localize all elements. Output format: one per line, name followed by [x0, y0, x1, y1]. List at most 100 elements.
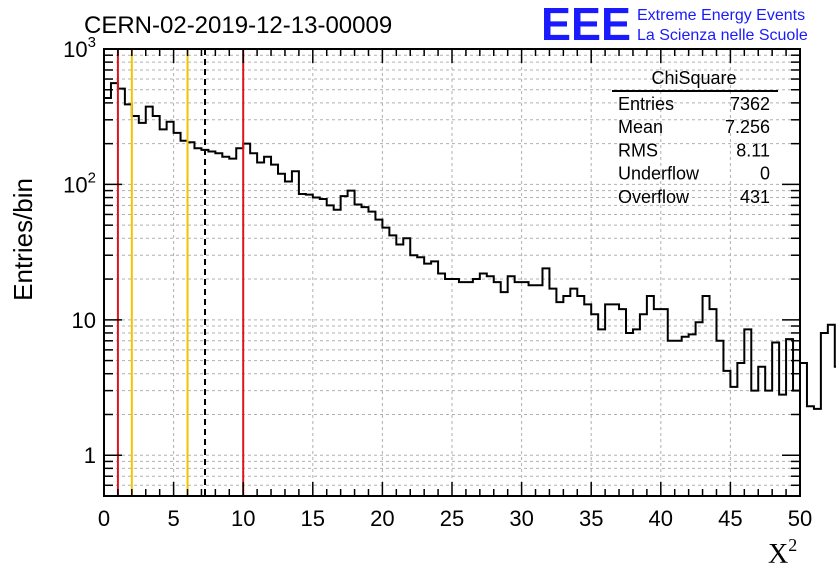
histogram-bin [689, 334, 696, 496]
histogram-bin [160, 129, 167, 496]
histogram-bin [236, 148, 243, 496]
histogram-bin [167, 122, 174, 496]
histogram-bin [668, 341, 675, 496]
eee-logo: EEE Extreme Energy Events La Scienza nel… [541, 0, 808, 50]
histogram-bin [480, 273, 487, 496]
x-tick-label: 25 [440, 506, 464, 531]
x-axis-label-base: Χ [768, 539, 788, 570]
histogram-bin [111, 83, 118, 496]
y-tick-label: 103 [63, 34, 96, 62]
histogram-bin [362, 207, 369, 496]
histogram-bin [132, 116, 139, 496]
stats-box: ChiSquare Entries 7362 Mean 7.256 RMS 8.11 Und… [612, 68, 778, 207]
histogram-bin [431, 261, 438, 496]
histogram-bin [737, 363, 744, 496]
histogram-bin [355, 205, 362, 496]
histogram-bin [389, 235, 396, 496]
eee-logo-mark: EEE [541, 0, 631, 50]
histogram-bin [584, 304, 591, 496]
histogram-bin [417, 257, 424, 496]
histogram-bin [146, 107, 153, 496]
histogram-bin [591, 314, 598, 496]
histogram-bin [598, 329, 605, 496]
stats-value: 431 [740, 187, 770, 207]
histogram-bin [438, 273, 445, 496]
histogram-bin [445, 279, 452, 496]
histogram-bin [556, 302, 563, 496]
x-tick-label: 20 [370, 506, 394, 531]
histogram-bin [821, 333, 828, 496]
histogram-bin [424, 264, 431, 496]
stats-label: Mean [618, 117, 663, 137]
histogram-bin [278, 174, 285, 496]
histogram-series [103, 82, 836, 496]
histogram-bin [730, 387, 737, 496]
histogram-bin [257, 163, 264, 496]
x-axis-label-exponent: 2 [788, 535, 797, 555]
histogram-bin [368, 212, 375, 496]
histogram-bin [153, 116, 160, 496]
x-tick-label: 5 [167, 506, 179, 531]
histogram-bin [626, 333, 633, 496]
x-tick-label: 35 [579, 506, 603, 531]
histogram-bin [341, 196, 348, 496]
y-tick-label: 10 [72, 308, 96, 333]
y-tick-label: 1 [84, 443, 96, 468]
histogram-bin [306, 195, 313, 496]
histogram-bin [271, 165, 278, 496]
histogram-bin [716, 341, 723, 496]
histogram-bin [828, 325, 835, 496]
y-axis-label: Entries/bin [8, 178, 38, 301]
stats-label: Overflow [618, 187, 690, 207]
stats-title: ChiSquare [651, 68, 736, 88]
histogram-bin [765, 391, 772, 496]
histogram-bin [285, 182, 292, 496]
histogram-bin [786, 339, 793, 496]
histogram-bin [243, 144, 250, 496]
histogram-bin [723, 371, 730, 496]
histogram-bin [814, 409, 821, 496]
histogram-bin [487, 276, 494, 496]
histogram-bin [549, 289, 556, 496]
stats-label: Entries [618, 94, 674, 114]
histogram-bin [118, 89, 125, 496]
histogram-bin [522, 282, 529, 496]
chart-title: CERN-02-2019-12-13-00009 [84, 12, 392, 39]
y-tick-label: 102 [63, 169, 96, 197]
histogram-bin [375, 220, 382, 496]
histogram-bin [515, 282, 522, 496]
histogram-bin [125, 104, 132, 496]
stats-value: 7.256 [725, 117, 770, 137]
stats-value: 8.11 [736, 140, 770, 160]
histogram-bin [320, 199, 327, 496]
histogram-bin [675, 341, 682, 496]
histogram-bin [181, 141, 188, 496]
histogram-bin [542, 268, 549, 496]
histogram-bin [194, 148, 201, 496]
histogram-bin [633, 329, 640, 496]
histogram-bin [382, 228, 389, 496]
histogram-bin [459, 282, 466, 496]
histogram-bin [410, 255, 417, 496]
x-tick-label: 30 [509, 506, 533, 531]
stats-value: 7362 [730, 94, 770, 114]
eee-logo-line1: Extreme Energy Events [637, 7, 805, 24]
histogram-bin [758, 367, 765, 496]
histogram-bin [710, 309, 717, 496]
histogram-bin [452, 279, 459, 496]
histogram-bin [327, 205, 334, 496]
histogram-bin [682, 337, 689, 496]
histogram-bin [703, 296, 710, 496]
histogram-bin [222, 157, 229, 496]
histogram-bin [403, 238, 410, 496]
histogram-bin [250, 153, 257, 496]
histogram-bin [744, 329, 751, 496]
histogram-bin [501, 292, 508, 496]
histogram-bin [605, 304, 612, 496]
histogram-bin [348, 191, 355, 496]
histogram-line [103, 82, 836, 496]
histogram-bin [292, 171, 299, 496]
histogram-bin [264, 157, 271, 496]
